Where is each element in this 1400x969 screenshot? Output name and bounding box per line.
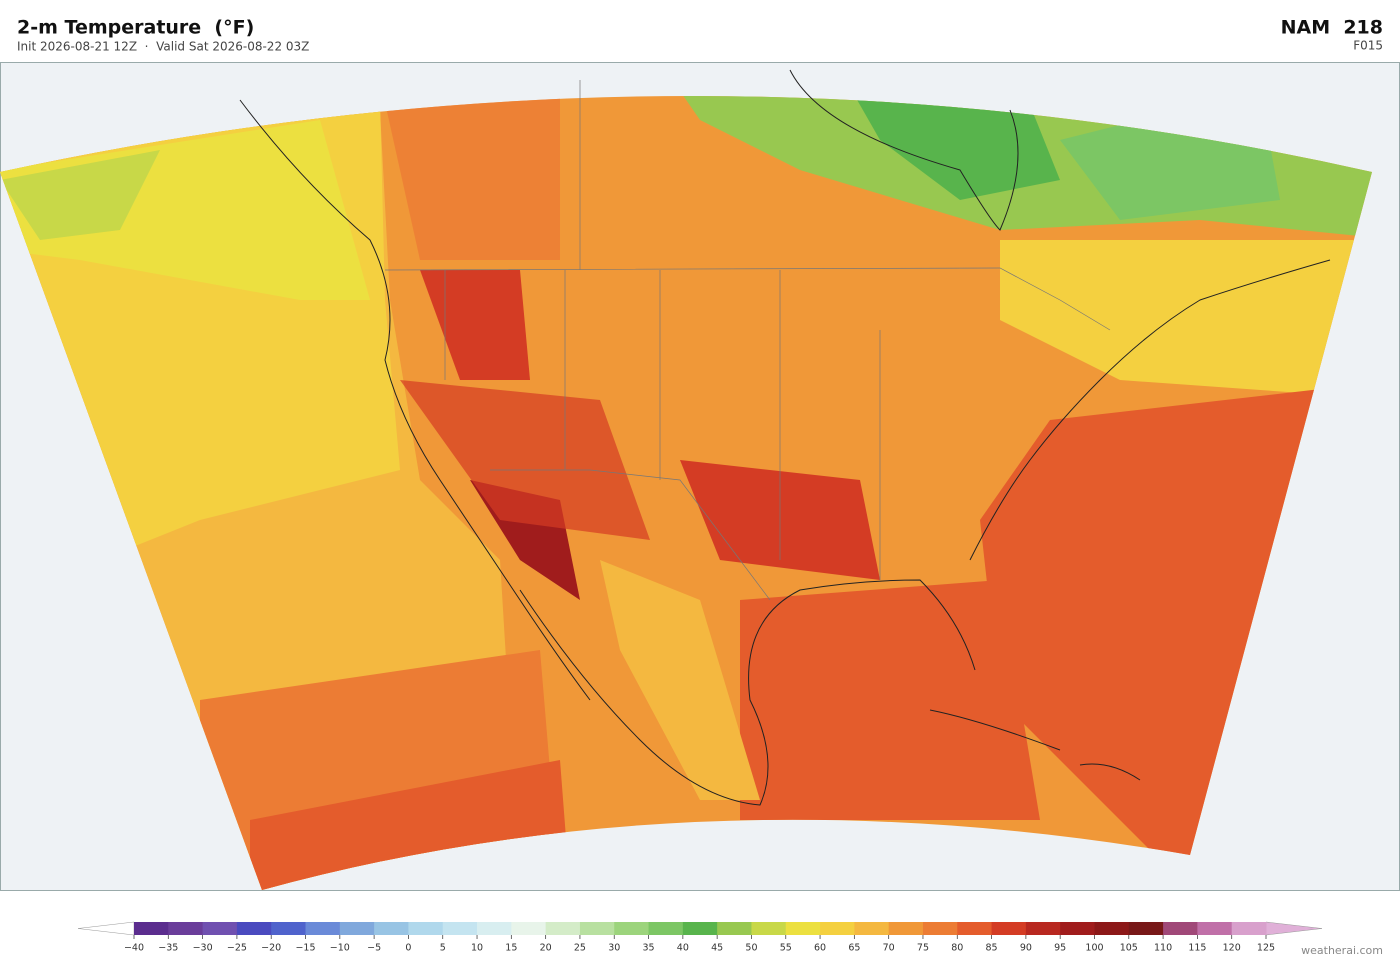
- colorbar-segment: [957, 922, 993, 935]
- colorbar-segment: [888, 922, 924, 935]
- colorbar-tick-label: 65: [848, 943, 860, 954]
- model: NAM 218: [1281, 17, 1383, 39]
- colorbar-tick-label: 55: [780, 943, 792, 954]
- colorbar-segment: [579, 922, 615, 935]
- colorbar-segment: [236, 922, 272, 935]
- colorbar-segment: [202, 922, 238, 935]
- colorbar-segment: [168, 922, 204, 935]
- colorbar-segment: [1197, 922, 1233, 935]
- colorbar-tick-label: 120: [1223, 943, 1241, 954]
- watermark: weatherai.com: [1301, 944, 1383, 957]
- colorbar-tick-label: 85: [986, 943, 998, 954]
- colorbar-segment: [922, 922, 958, 935]
- colorbar-segment: [751, 922, 787, 935]
- colorbar-tick-label: 95: [1054, 943, 1066, 954]
- colorbar-segment: [682, 922, 718, 935]
- colorbar-tick-label: 70: [883, 943, 895, 954]
- colorbar-segment: [1060, 922, 1095, 935]
- colorbar-tick-label: 40: [677, 943, 689, 954]
- colorbar-segment: [339, 922, 375, 935]
- colorbar-tick-label: 105: [1120, 943, 1138, 954]
- colorbar-tick-label: 80: [951, 943, 963, 954]
- colorbar-tick-label: −30: [193, 943, 213, 954]
- colorbar-tick-label: 60: [814, 943, 826, 954]
- colorbar-segment: [717, 922, 752, 935]
- colorbar-segment: [648, 922, 684, 935]
- colorbar-segment: [1231, 922, 1267, 935]
- colorbar-under: [77, 921, 135, 936]
- colorbar-tick-label: −35: [158, 943, 178, 954]
- colorbar-tick-label: −40: [124, 943, 144, 954]
- colorbar-segment: [854, 922, 890, 935]
- colorbar-tick-label: 25: [574, 943, 586, 954]
- colorbar-tick-label: 115: [1188, 943, 1206, 954]
- colorbar-tick-label: 45: [711, 943, 723, 954]
- colorbar-tick-label: −25: [227, 943, 247, 954]
- colorbar-segment: [820, 922, 855, 935]
- colorbar-tick-label: 35: [642, 943, 654, 954]
- colorbar-segment: [271, 922, 307, 935]
- colorbar-segment: [1163, 922, 1198, 935]
- colorbar-tick-label: 5: [440, 943, 446, 954]
- colorbar-segment: [408, 922, 444, 935]
- colorbar-tick-label: 50: [745, 943, 757, 954]
- colorbar-segment: [545, 922, 581, 935]
- colorbar-tick-label: 0: [405, 943, 411, 954]
- colorbar-tick-label: 30: [608, 943, 620, 954]
- title: 2-m Temperature (°F): [17, 17, 254, 39]
- colorbar-tick-label: 100: [1085, 943, 1103, 954]
- colorbar-tick-label: 125: [1257, 943, 1275, 954]
- colorbar-tick-label: −15: [295, 943, 315, 954]
- colorbar-tick-label: −10: [330, 943, 350, 954]
- colorbar-tick-label: 15: [505, 943, 517, 954]
- colorbar-tick-label: 110: [1154, 943, 1172, 954]
- colorbar-tick-label: −20: [261, 943, 281, 954]
- colorbar-segment: [134, 922, 169, 935]
- colorbar-segment: [991, 922, 1027, 935]
- colorbar-tick-label: 10: [471, 943, 483, 954]
- colorbar-tick-label: 90: [1020, 943, 1032, 954]
- colorbar-segment: [374, 922, 409, 935]
- colorbar-segment: [1094, 922, 1130, 935]
- colorbar-segment: [1128, 922, 1164, 935]
- borders: [384, 80, 1111, 601]
- colorbar-segment: [477, 922, 512, 935]
- colorbar-tick-label: −5: [367, 943, 381, 954]
- colorbar-segment: [785, 922, 821, 935]
- colorbar-tick-label: 75: [917, 943, 929, 954]
- forecast-hour: F015: [1353, 39, 1383, 53]
- coastlines: [239, 69, 1331, 806]
- colorbar-segment: [305, 922, 341, 935]
- colorbar-segment: [511, 922, 547, 935]
- subtitle: Init 2026-08-21 12Z · Valid Sat 2026-08-…: [17, 40, 309, 54]
- colorbar-segment: [442, 922, 478, 935]
- colorbar-segment: [1025, 922, 1061, 935]
- colorbar-segment: [614, 922, 650, 935]
- colorbar-over: [1265, 921, 1323, 936]
- colorbar-tick-label: 20: [540, 943, 552, 954]
